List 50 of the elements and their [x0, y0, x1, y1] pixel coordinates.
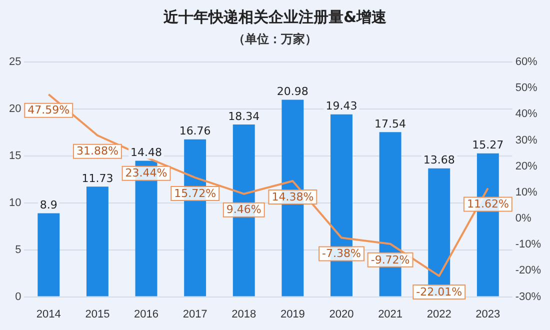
data-label: -22.01% — [416, 285, 462, 298]
y-tick-label: 0 — [15, 290, 22, 303]
y-tick-label: 10 — [8, 196, 22, 209]
data-label: 47.59% — [28, 104, 70, 117]
data-label: 14.48 — [130, 146, 162, 160]
x-tick-label: 2019 — [280, 308, 305, 320]
y-tick-label: 15 — [8, 150, 22, 162]
data-label: 15.72% — [174, 186, 216, 200]
data-label: 8.9 — [40, 198, 58, 212]
y-tick-label: 25 — [8, 56, 22, 68]
data-label: 15.27 — [472, 138, 504, 152]
bar — [38, 213, 60, 296]
data-label: 16.76 — [179, 124, 211, 138]
data-label: 31.88% — [76, 144, 118, 158]
y2-tick-label: -30% — [515, 290, 542, 303]
y-tick-label: 20 — [8, 102, 22, 115]
bar — [86, 186, 108, 296]
x-tick-label: 2014 — [36, 308, 61, 320]
chart-title: 近十年快递相关企业注册量&增速 — [162, 8, 388, 27]
data-label: 20.98 — [276, 85, 308, 98]
data-label: 13.68 — [423, 154, 455, 167]
x-tick-label: 2017 — [182, 308, 208, 320]
data-label: 23.44% — [125, 166, 168, 180]
data-label: -9.72% — [370, 253, 410, 266]
x-tick-label: 2016 — [134, 308, 158, 320]
x-tick-label: 2015 — [85, 308, 110, 320]
y2-tick-label: 30% — [515, 134, 538, 146]
x-tick-label: 2021 — [378, 308, 403, 320]
y2-tick-label: 0% — [515, 212, 532, 225]
y2-tick-label: -20% — [515, 264, 542, 277]
data-label: 17.54 — [374, 117, 406, 130]
x-tick-label: 2023 — [476, 308, 500, 320]
x-tick-label: 2022 — [426, 308, 452, 320]
x-tick-label: 2020 — [329, 308, 354, 320]
y2-tick-label: 20% — [515, 160, 538, 172]
data-label: 9.46% — [226, 203, 262, 216]
data-label: -7.38% — [322, 247, 361, 260]
y2-tick-label: 50% — [515, 82, 538, 94]
data-label: 18.34 — [228, 110, 260, 123]
x-tick-label: 2018 — [232, 308, 256, 320]
data-label: 11.62% — [466, 198, 509, 211]
data-label: 19.43 — [326, 100, 358, 113]
y2-tick-label: -10% — [515, 238, 542, 251]
y-tick-label: 5 — [15, 244, 22, 256]
chart-subtitle: （单位：万家） — [232, 31, 318, 48]
data-label: 11.73 — [82, 172, 114, 185]
y2-tick-label: 60% — [515, 56, 538, 68]
y2-tick-label: 40% — [515, 108, 538, 120]
y2-tick-label: 10% — [515, 186, 538, 198]
data-label: 14.38% — [272, 190, 314, 204]
